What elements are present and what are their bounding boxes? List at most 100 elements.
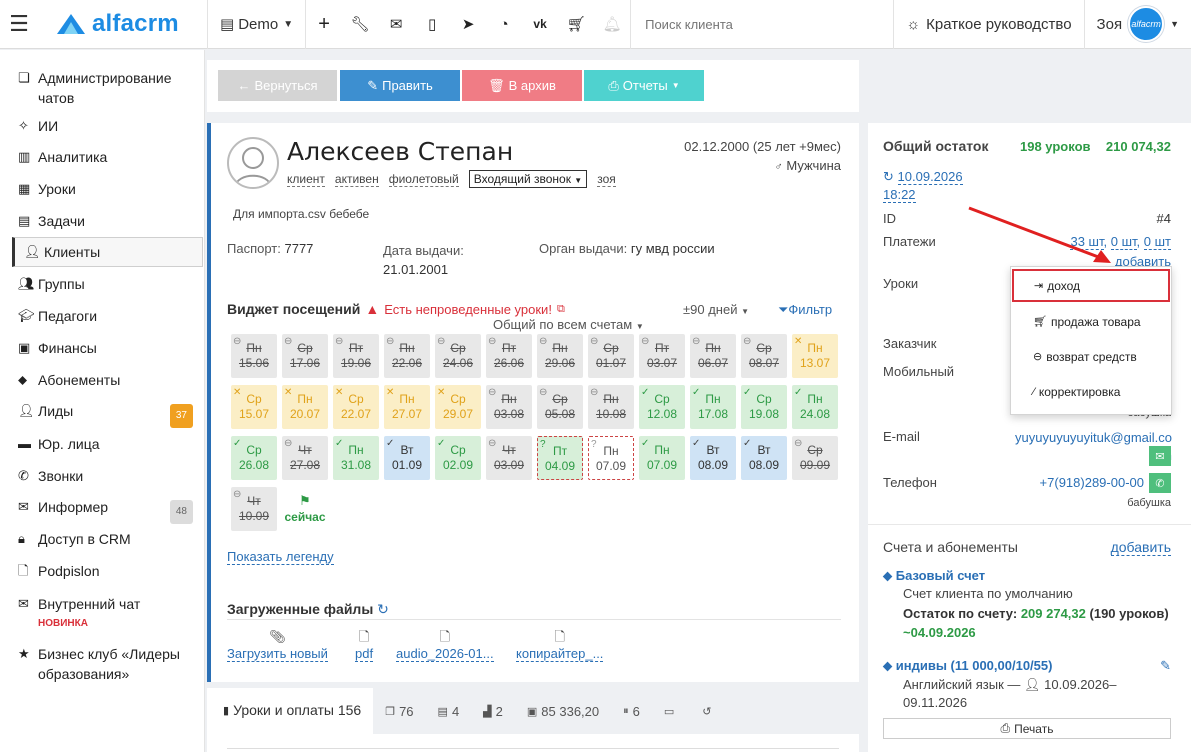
- dropdown-item[interactable]: ⇥ доход: [1012, 269, 1170, 302]
- email-value[interactable]: yuyuyuyuyuyituk@gmail.com: [1015, 430, 1172, 463]
- attendance-cell[interactable]: ✓ Вт 08.09: [690, 436, 736, 480]
- tab[interactable]: ▣ 85 336,20: [514, 688, 612, 734]
- external-link-icon[interactable]: ⧉: [556, 302, 565, 315]
- payments-count[interactable]: 33 шт: [1070, 234, 1104, 250]
- attendance-cell[interactable]: ✓ Вт 01.09: [384, 436, 430, 480]
- sidebar-item[interactable]: ▬ Юр. лица: [0, 434, 205, 454]
- mobile-icon[interactable]: ▯: [427, 16, 437, 33]
- sidebar-item[interactable]: ✉ Внутренний чат НОВИНКА: [0, 594, 205, 634]
- pencil-icon[interactable]: ✎: [1160, 658, 1171, 673]
- client-search[interactable]: [630, 0, 895, 49]
- menu-icon[interactable]: ☰: [9, 11, 29, 36]
- attendance-cell[interactable]: ✓ Ср 02.09: [435, 436, 481, 480]
- payments-count[interactable]: 0 шт: [1110, 234, 1137, 250]
- tag-client[interactable]: клиент: [287, 171, 325, 187]
- phone-value[interactable]: +7(918)289-00-00: [1039, 475, 1144, 490]
- branch-select[interactable]: ▤ Demo ▼: [208, 0, 307, 49]
- attendance-cell[interactable]: ⊖ Ср 17.06: [282, 334, 328, 378]
- file-item[interactable]: 🗋︎ audio_2026-01...: [396, 628, 494, 662]
- email-button[interactable]: ✉: [1149, 446, 1171, 466]
- sidebar-item[interactable]: 🔒︎ Доступ в CRM: [0, 529, 205, 549]
- file-item[interactable]: 🗋︎ pdf: [355, 628, 374, 662]
- guide-link[interactable]: ☼ Краткое руководство: [894, 0, 1085, 49]
- account-individual[interactable]: ⬥ индивы (11 000,00/10/55): [883, 658, 1052, 674]
- sidebar-item[interactable]: ★ Бизнес клуб «Лидеры образования»: [0, 644, 205, 684]
- logo[interactable]: alfacrm: [38, 0, 208, 49]
- attendance-cell[interactable]: ⊖ Пт 26.06: [486, 334, 532, 378]
- sidebar-item[interactable]: ▥ Аналитика: [0, 147, 205, 167]
- attendance-cell[interactable]: ✓ Ср 19.08: [741, 385, 787, 429]
- attendance-cell[interactable]: ✕ Ср 15.07: [231, 385, 277, 429]
- cart-icon[interactable]: 🛒︎: [566, 16, 586, 33]
- tab[interactable]: ▤ 4: [425, 688, 472, 734]
- reports-button[interactable]: ⎙ Отчеты ▼: [584, 70, 704, 101]
- tab[interactable]: ❐ 76: [373, 688, 426, 734]
- attendance-cell[interactable]: ✕ Пн 27.07: [384, 385, 430, 429]
- dropdown-item[interactable]: 🛒︎ продажа товара: [1011, 304, 1171, 339]
- attendance-cell[interactable]: ⊖ Пт 03.07: [639, 334, 685, 378]
- sidebar-item[interactable]: ▦ Уроки: [0, 179, 205, 199]
- tab[interactable]: ▮ Уроки и оплаты 156: [207, 688, 374, 734]
- envelope-icon[interactable]: ✉: [389, 16, 403, 33]
- status-select[interactable]: Входящий звонок ▼: [468, 170, 588, 188]
- account-select[interactable]: Общий по всем счетам ▼: [491, 317, 646, 332]
- attendance-cell[interactable]: ✕ Ср 29.07: [435, 385, 481, 429]
- call-button[interactable]: ✆: [1149, 473, 1171, 493]
- file-upload[interactable]: 📎︎ Загрузить новый: [227, 628, 328, 662]
- bell-icon[interactable]: 🔔︎: [602, 16, 622, 33]
- add-account-link[interactable]: добавить: [1110, 539, 1171, 556]
- attendance-cell[interactable]: ✓ Пн 31.08: [333, 436, 379, 480]
- attendance-cell[interactable]: ⊖ Ср 24.06: [435, 334, 481, 378]
- attendance-cell[interactable]: ? Пт 04.09: [537, 436, 583, 480]
- sidebar-item[interactable]: ✆ Звонки: [0, 466, 205, 486]
- sidebar-item[interactable]: ❏ Администрирование чатов: [0, 68, 205, 108]
- attendance-cell[interactable]: ⊖ Чт 03.09: [486, 436, 532, 480]
- attendance-cell[interactable]: ⊖ Пн 15.06: [231, 334, 277, 378]
- widget-warning[interactable]: Есть непроведенные уроки!: [384, 301, 552, 317]
- attendance-cell[interactable]: ⊖ Пн 22.06: [384, 334, 430, 378]
- tab[interactable]: ▭: [651, 688, 691, 734]
- attendance-cell[interactable]: ⊖ Пн 06.07: [690, 334, 736, 378]
- attendance-cell[interactable]: ✓ Вт 08.09: [741, 436, 787, 480]
- show-legend-link[interactable]: Показать легенду: [227, 549, 334, 565]
- attendance-cell[interactable]: ⊖ Чт 27.08: [282, 436, 328, 480]
- payments-count[interactable]: 0 шт: [1143, 234, 1171, 250]
- attendance-cell[interactable]: ✓ Пн 07.09: [639, 436, 685, 480]
- user-menu[interactable]: Зоя alfacrm ▼: [1085, 0, 1191, 49]
- tab[interactable]: ↺: [690, 688, 728, 734]
- sidebar-item[interactable]: ✉ Информер 48: [0, 497, 205, 524]
- sidebar-item[interactable]: ▣ Финансы: [0, 338, 205, 358]
- tag-purple[interactable]: фиолетовый: [388, 171, 459, 187]
- vk-icon[interactable]: vk: [533, 17, 547, 31]
- archive-button[interactable]: 🗑︎ В архив: [462, 70, 582, 101]
- attendance-cell[interactable]: ⊖ Ср 05.08: [537, 385, 583, 429]
- tab[interactable]: ⏸︎ 6: [611, 688, 652, 734]
- dropdown-item[interactable]: ⁄ корректировка: [1011, 374, 1171, 409]
- print-button[interactable]: ⎙ Печать: [883, 718, 1171, 739]
- attendance-cell[interactable]: ✓ Пн 17.08: [690, 385, 736, 429]
- sidebar-item[interactable]: 👤︎ Лиды 37: [0, 401, 205, 428]
- attendance-cell[interactable]: ⊖ Пн 10.08: [588, 385, 634, 429]
- attendance-cell[interactable]: ⊖ Ср 09.09: [792, 436, 838, 480]
- tag-active[interactable]: активен: [334, 171, 379, 187]
- sync-date[interactable]: ↻ 10.09.2026 18:22: [883, 168, 963, 204]
- tab[interactable]: ▟ 2: [471, 688, 515, 734]
- whatsapp-icon[interactable]: ◔: [499, 15, 509, 33]
- account-base[interactable]: ⬥ Базовый счет: [883, 568, 985, 584]
- telegram-icon[interactable]: ➤: [461, 16, 475, 33]
- now-cell[interactable]: ⚑ сейчас: [282, 487, 328, 531]
- sidebar-item[interactable]: 🗋︎ Podpislon: [0, 561, 205, 581]
- sidebar-item[interactable]: ⬥ Абонементы: [0, 370, 205, 390]
- filter-button[interactable]: ⏷Фильтр: [778, 302, 832, 318]
- attendance-cell[interactable]: ? Пн 07.09: [588, 436, 634, 480]
- plus-icon[interactable]: +: [318, 12, 330, 35]
- attendance-cell[interactable]: ⊖ Пн 29.06: [537, 334, 583, 378]
- attendance-cell[interactable]: ⊖ Пт 19.06: [333, 334, 379, 378]
- attendance-cell[interactable]: ⊖ Ср 01.07: [588, 334, 634, 378]
- attendance-cell[interactable]: ✓ Ср 26.08: [231, 436, 277, 480]
- sidebar-item[interactable]: 👤︎ Клиенты: [12, 237, 203, 267]
- edit-button[interactable]: ✎ Править: [340, 70, 460, 101]
- sidebar-item[interactable]: ✧ ИИ: [0, 116, 205, 136]
- add-payment-link[interactable]: добавить: [1114, 254, 1171, 270]
- attendance-cell[interactable]: ⊖ Ср 08.07: [741, 334, 787, 378]
